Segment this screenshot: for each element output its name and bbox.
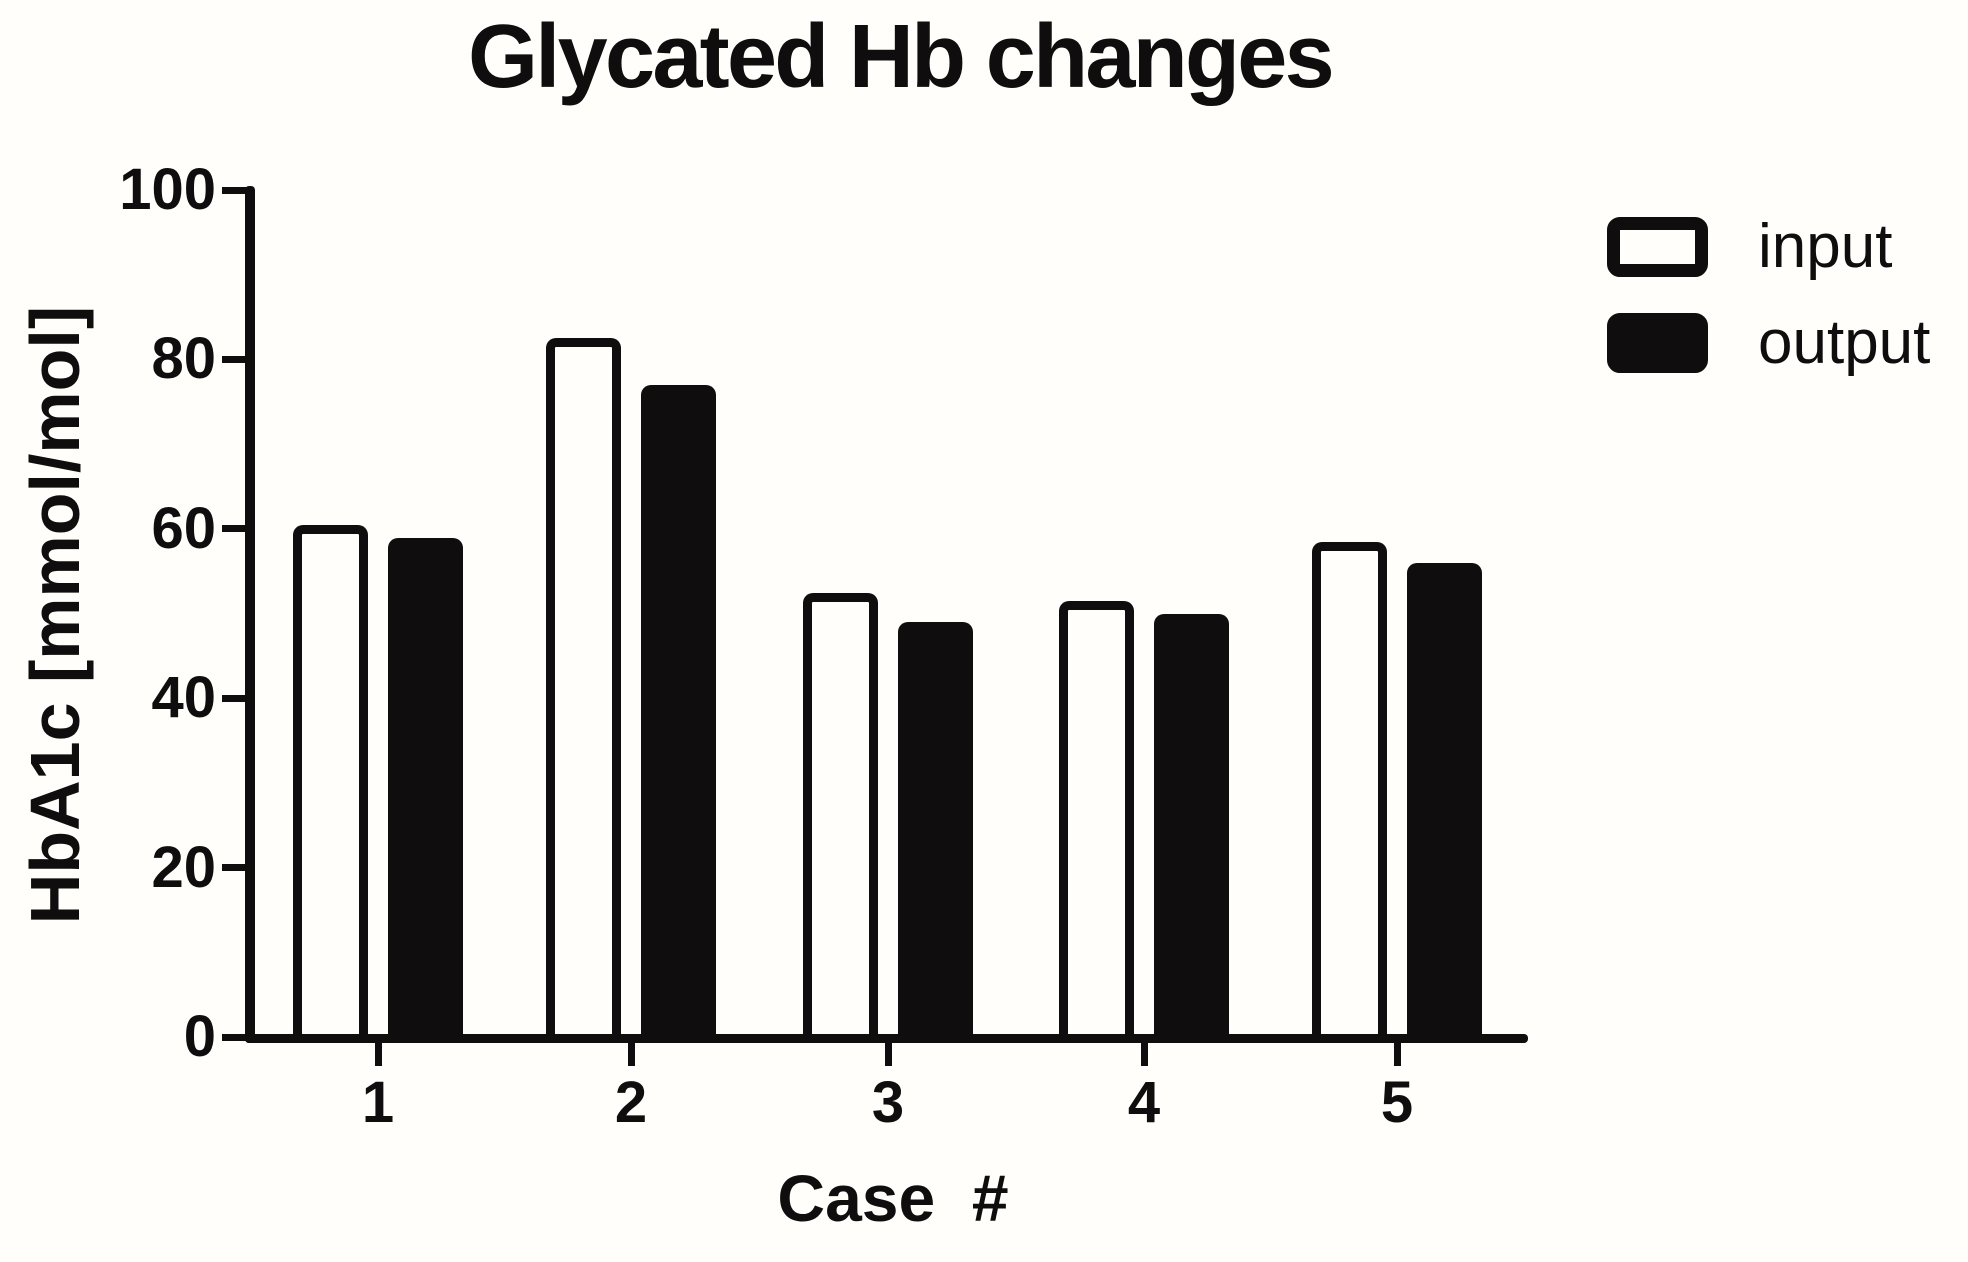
x-tick-label: 5 (1380, 1070, 1414, 1135)
legend-item-output: output (1607, 308, 1931, 377)
bar-output-case-5 (1407, 562, 1482, 1037)
y-tick-label: 20 (151, 834, 216, 900)
bar-input-case-3 (803, 592, 878, 1034)
legend-label-output: output (1758, 308, 1931, 377)
x-tick-label: 4 (1127, 1070, 1161, 1135)
y-tick-label: 100 (119, 157, 216, 222)
y-tick-mark (222, 1033, 246, 1041)
bar-input-case-1 (293, 524, 368, 1034)
legend-item-input: input (1607, 212, 1930, 281)
y-axis-line (245, 186, 255, 1043)
x-tick-label: 2 (614, 1070, 648, 1135)
bar-input-case-2 (546, 338, 621, 1034)
y-tick-mark (222, 186, 246, 194)
x-tick-mark (627, 1043, 635, 1066)
x-tick-mark (374, 1043, 382, 1066)
y-tick-label: 40 (151, 665, 216, 731)
y-axis-label: HbA1c [mmol/mol] (16, 305, 94, 925)
x-axis-label: Case # (777, 1161, 1009, 1235)
chart-title: Glycated Hb changes (468, 7, 1335, 107)
y-tick-mark (222, 525, 246, 533)
y-tick-mark (222, 355, 246, 363)
input-swatch-icon (1607, 217, 1708, 277)
x-axis-line (245, 1034, 1528, 1043)
bar-output-case-4 (1154, 613, 1229, 1037)
bar-input-case-5 (1312, 541, 1387, 1034)
output-swatch-icon (1607, 313, 1708, 373)
x-tick-label: 3 (871, 1070, 905, 1135)
legend-label-input: input (1758, 212, 1893, 281)
y-tick-label: 0 (183, 1004, 216, 1069)
bar-input-case-4 (1059, 601, 1134, 1034)
bar-output-case-3 (898, 622, 973, 1037)
x-tick-mark (884, 1043, 892, 1066)
x-tick-mark (1393, 1043, 1401, 1066)
x-tick-mark (1140, 1043, 1148, 1066)
x-tick-label: 1 (361, 1070, 395, 1135)
y-tick-mark (222, 864, 246, 872)
legend: input output (1607, 212, 1931, 409)
y-tick-mark (222, 694, 246, 702)
y-tick-label: 60 (151, 495, 216, 561)
bar-output-case-1 (388, 537, 463, 1037)
bar-output-case-2 (641, 385, 716, 1037)
y-tick-label: 80 (151, 326, 216, 392)
